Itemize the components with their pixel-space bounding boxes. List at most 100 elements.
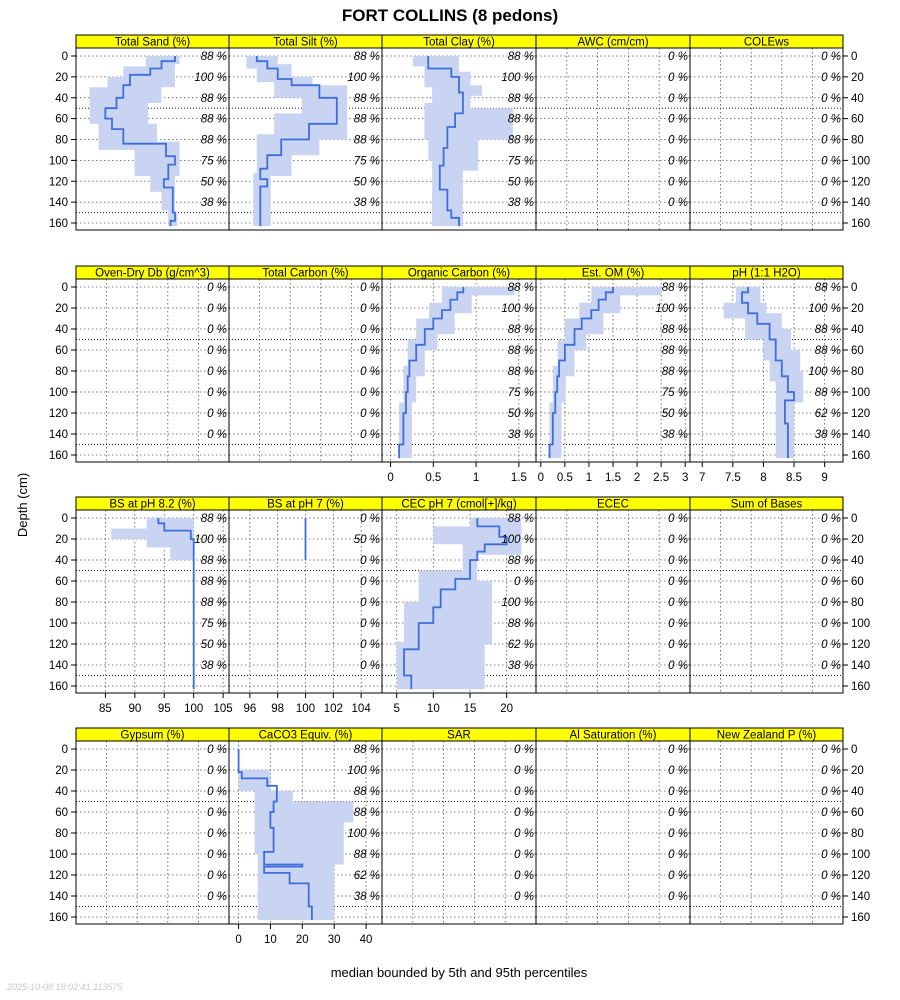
percent-label: 88 %	[201, 576, 227, 588]
percent-label: 100 %	[347, 765, 380, 777]
depth-tick-label: 0	[851, 744, 857, 756]
panel-border	[535, 740, 691, 925]
percent-label: 38 %	[201, 660, 227, 672]
percent-label: 0 %	[668, 849, 688, 861]
percent-label: 100 %	[808, 366, 841, 378]
x-axis: 96 98 100 102 104	[243, 693, 371, 715]
percent-label: 75 %	[201, 155, 227, 167]
percent-label: 0 %	[821, 135, 841, 147]
depth-tick-label: 80	[55, 135, 68, 147]
depth-tick-label: 40	[851, 786, 864, 798]
percent-label: 0 %	[207, 807, 227, 819]
depth-tick-label: 0	[62, 744, 68, 756]
percent-label: 0 %	[821, 807, 841, 819]
x-tick-label: 100	[184, 703, 203, 715]
panel-strip-label: Est. OM (%)	[582, 268, 645, 280]
depth-tick-label: 100	[851, 849, 870, 861]
depth-axis-right: 0 20 40 60 80 100 120 140 160	[843, 51, 870, 230]
panel-strip-label: New Zealand P (%)	[717, 730, 817, 742]
panel-strip-label: Total Silt (%)	[273, 37, 338, 49]
x-tick-label: 9	[821, 472, 827, 484]
percent-label: 0 %	[821, 786, 841, 798]
percent-label: 0 %	[514, 807, 534, 819]
x-tick-label: 100	[296, 703, 315, 715]
percentile-band	[412, 56, 513, 227]
depth-tick-label: 160	[49, 450, 68, 462]
x-tick-label: 8	[760, 472, 766, 484]
x-tick-label: 105	[214, 703, 233, 715]
percent-label: 88 %	[201, 597, 227, 609]
percent-label: 88 %	[201, 51, 227, 63]
percentile-band	[89, 56, 180, 227]
percent-label: 38 %	[508, 197, 534, 209]
panel-strip-label: Sum of Bases	[731, 499, 803, 511]
depth-tick-label: 140	[49, 429, 68, 441]
depth-axis-left: 0 20 40 60 80 100 120 140 160	[49, 282, 76, 462]
depth-tick-label: 100	[49, 618, 68, 630]
panel-grid	[536, 48, 690, 230]
x-tick-label: 2.5	[653, 472, 669, 484]
percent-label: 0 %	[821, 744, 841, 756]
x-tick-label: 20	[296, 934, 309, 946]
percent-label: 0 %	[668, 618, 688, 630]
percent-label: 100 %	[501, 303, 534, 315]
percent-label: 0 %	[360, 555, 380, 567]
depth-tick-label: 40	[55, 93, 68, 105]
timestamp: 2025-10-08 18:02:41.113575	[6, 982, 123, 992]
x-axis: 85 90 95 100 105	[99, 693, 233, 715]
panel-ph-1-1-h2o: pH (1:1 H2O) 88 % 100 % 88 % 88 % 100 % 88 % 62…	[689, 265, 844, 484]
panel-strip-label: ECEC	[597, 499, 629, 511]
x-tick-label: 5	[393, 703, 399, 715]
panel-strip-label: Total Clay (%)	[423, 37, 495, 49]
percent-label: 100 %	[194, 534, 227, 546]
percent-label: 75 %	[508, 155, 534, 167]
median-line	[398, 287, 465, 459]
depth-tick-label: 60	[55, 576, 68, 588]
median-line	[237, 749, 313, 921]
panel-total-carbon: Total Carbon (%) 0 % 0 % 0 % 0 % 0 % 0 % 0 % 0 %	[228, 265, 383, 463]
depth-tick-label: 80	[851, 366, 864, 378]
percent-label: 100 %	[501, 597, 534, 609]
panel-border	[535, 509, 691, 694]
panel-colews: COLEws 0 % 0 % 0 % 0 % 0 % 0 % 0 % 0 %	[689, 34, 844, 231]
depth-tick-label: 160	[49, 681, 68, 693]
depth-tick-label: 160	[851, 218, 870, 230]
percent-label: 0 %	[207, 387, 227, 399]
percent-label: 0 %	[360, 408, 380, 420]
depth-tick-label: 20	[851, 534, 864, 546]
depth-tick-label: 100	[49, 387, 68, 399]
percent-label: 0 %	[668, 72, 688, 84]
x-tick-label: 3	[682, 472, 688, 484]
x-tick-label: 90	[128, 703, 141, 715]
percent-label: 0 %	[821, 765, 841, 777]
percent-label: 0 %	[668, 744, 688, 756]
percent-label: 0 %	[668, 155, 688, 167]
percent-label: 0 %	[821, 534, 841, 546]
panel-grid	[76, 741, 229, 924]
percent-label: 75 %	[354, 155, 380, 167]
x-tick-label: 0.5	[425, 472, 441, 484]
depth-tick-label: 140	[49, 197, 68, 209]
panel-grid	[690, 510, 843, 693]
percent-label: 0 %	[821, 555, 841, 567]
x-tick-label: 2	[634, 472, 640, 484]
panel-grid	[76, 510, 229, 693]
panel-strip-label: CaCO3 Equiv. (%)	[259, 730, 353, 742]
x-tick-label: 95	[158, 703, 171, 715]
panel-strip-label: Total Carbon (%)	[262, 268, 348, 280]
percent-label: 88 %	[201, 513, 227, 525]
percent-label: 0 %	[668, 828, 688, 840]
depth-tick-label: 120	[851, 870, 870, 882]
percent-label: 100 %	[808, 303, 841, 315]
percent-label: 0 %	[821, 155, 841, 167]
percent-label: 0 %	[360, 597, 380, 609]
depth-tick-label: 60	[851, 345, 864, 357]
percent-label: 88 %	[508, 555, 534, 567]
percent-label: 88 %	[662, 324, 688, 336]
depth-tick-label: 20	[851, 765, 864, 777]
y-axis-label: Depth (cm)	[15, 473, 30, 537]
panel-strip-label: Oven-Dry Db (g/cm^3)	[95, 268, 210, 280]
panel-border	[689, 47, 844, 231]
percent-label: 88 %	[815, 282, 841, 294]
panel-grid	[229, 279, 382, 462]
